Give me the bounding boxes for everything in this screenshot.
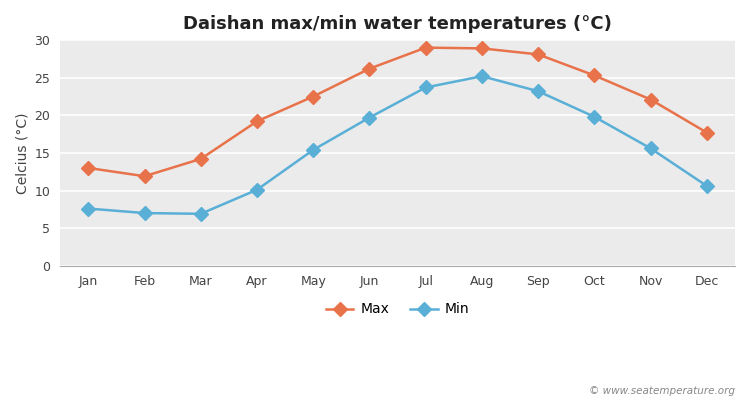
Max bbox=[140, 174, 149, 179]
Min bbox=[253, 187, 262, 192]
Min bbox=[422, 85, 430, 90]
Min bbox=[534, 89, 543, 94]
Min bbox=[196, 212, 206, 216]
Min bbox=[309, 148, 318, 152]
Line: Max: Max bbox=[83, 43, 712, 181]
Min bbox=[365, 115, 374, 120]
Max bbox=[703, 130, 712, 135]
Max bbox=[534, 52, 543, 57]
Max bbox=[365, 66, 374, 71]
Min bbox=[84, 206, 93, 211]
Min bbox=[703, 184, 712, 188]
Max bbox=[422, 45, 430, 50]
Max bbox=[478, 46, 487, 51]
Min bbox=[646, 146, 656, 151]
Min bbox=[140, 211, 149, 216]
Max bbox=[646, 97, 656, 102]
Y-axis label: Celcius (°C): Celcius (°C) bbox=[15, 112, 29, 194]
Max bbox=[196, 156, 206, 161]
Max bbox=[253, 119, 262, 124]
Max bbox=[84, 166, 93, 170]
Max bbox=[590, 73, 599, 78]
Line: Min: Min bbox=[83, 71, 712, 219]
Title: Daishan max/min water temperatures (°C): Daishan max/min water temperatures (°C) bbox=[183, 15, 612, 33]
Legend: Max, Min: Max, Min bbox=[320, 297, 475, 322]
Min bbox=[590, 114, 599, 119]
Text: © www.seatemperature.org: © www.seatemperature.org bbox=[589, 386, 735, 396]
Max bbox=[309, 94, 318, 99]
Min bbox=[478, 74, 487, 79]
